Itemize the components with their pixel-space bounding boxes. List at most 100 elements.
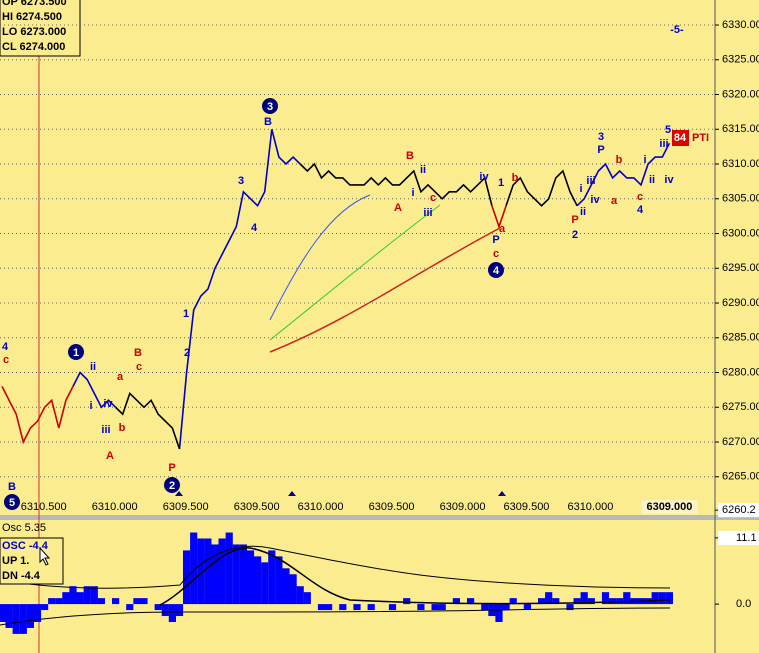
osc-bar — [282, 568, 290, 605]
y-tick-label: 11.1 — [736, 532, 757, 544]
wave-label: i — [579, 183, 582, 195]
y-tick-label: 6270.00 — [722, 436, 759, 448]
osc-bar — [353, 604, 361, 611]
osc-bar — [566, 604, 574, 611]
wave-label: 1 — [498, 177, 504, 189]
osc-bar — [41, 604, 49, 611]
wave-label: iii — [101, 424, 110, 436]
osc-bar — [197, 538, 205, 605]
osc-bar — [573, 598, 581, 605]
readout-frame — [0, 537, 64, 585]
wave-label: b — [119, 422, 126, 434]
osc-bar — [254, 556, 262, 605]
wave-label: 4 — [2, 341, 9, 353]
osc-bar — [452, 598, 460, 605]
wave-label: iii — [659, 138, 668, 150]
wave-label: a — [611, 195, 618, 207]
wave-label: i — [643, 154, 646, 166]
osc-bar — [140, 598, 148, 605]
wave-marker-label: 1 — [73, 347, 79, 359]
osc-bar — [275, 556, 283, 605]
y-tick-label: 6315.00 — [722, 123, 759, 135]
wave-label: iv — [590, 194, 600, 206]
osc-bar — [651, 592, 659, 605]
osc-bar — [133, 598, 141, 605]
wave-label: b — [512, 172, 519, 184]
osc-bar — [0, 604, 6, 622]
wave-label: P — [571, 214, 578, 226]
wave-label: B — [406, 150, 414, 162]
wave-label: i — [411, 187, 414, 199]
signal-line — [159, 547, 671, 606]
readout-line: DN -4.4 — [2, 570, 41, 582]
y-tick-label: 6300.00 — [722, 227, 759, 239]
wave-label: iv — [103, 398, 113, 410]
wave-label: 5 — [665, 124, 671, 136]
osc-bar — [19, 604, 27, 634]
wave-marker-label: 4 — [493, 265, 500, 277]
osc-bar — [5, 604, 13, 628]
wave-label: 2 — [572, 229, 578, 241]
osc-bar — [232, 544, 240, 605]
wave-label: a — [499, 223, 506, 235]
x-tick-label: 6310.000 — [298, 501, 344, 513]
osc-bar — [218, 538, 226, 605]
y-tick-label: 6290.00 — [722, 297, 759, 309]
wave-label: c — [637, 191, 643, 203]
osc-bar — [523, 604, 531, 611]
osc-bar — [502, 604, 510, 611]
band-line — [0, 545, 671, 589]
x-tick-label: 6309.000 — [646, 501, 692, 513]
wave-label: i — [89, 400, 92, 412]
osc-bar — [601, 592, 610, 605]
osc-bar — [587, 598, 595, 605]
badge-box — [672, 130, 689, 146]
osc-bar — [403, 598, 411, 605]
wave-marker-label: 2 — [169, 480, 175, 492]
osc-bar — [62, 592, 70, 605]
badge: 84 — [674, 132, 687, 144]
wave-marker-label: 5 — [9, 497, 15, 509]
wave-label: A — [394, 202, 402, 214]
osc-bar — [126, 604, 134, 611]
readout-line: OSC -4.4 — [2, 540, 49, 552]
price-line — [115, 162, 578, 450]
osc-bar — [317, 604, 326, 611]
osc-bar — [154, 604, 162, 611]
x-tick-label: 6310.000 — [567, 501, 613, 513]
osc-bar — [438, 604, 446, 611]
wave-label: 3 — [238, 175, 244, 187]
osc-bar — [609, 598, 617, 605]
wave-label: c — [430, 192, 436, 204]
osc-bar — [55, 598, 63, 605]
osc-bar — [665, 592, 673, 605]
x-tick-label: 6309.000 — [440, 501, 486, 513]
wave-label: ii — [580, 206, 586, 218]
y-tick-label: 6280.00 — [722, 366, 759, 378]
osc-bar — [69, 586, 77, 605]
wave-marker — [164, 477, 180, 493]
osc-bar — [190, 532, 198, 605]
y-tick-label: 6330.00 — [722, 19, 759, 31]
badge-label: PTI — [692, 132, 709, 144]
osc-bar — [495, 604, 503, 622]
price-line — [72, 129, 671, 450]
wave-label: 1 — [183, 308, 189, 320]
osc-bar — [296, 586, 304, 605]
y-tick-label: 6305.00 — [722, 193, 759, 205]
osc-bar — [388, 604, 397, 611]
value-box — [718, 503, 759, 518]
osc-bar — [417, 604, 425, 611]
wave-label: ii — [90, 361, 96, 373]
wave-label: iv — [664, 174, 674, 186]
wave-label: b — [616, 154, 623, 166]
wave-label: a — [117, 371, 124, 383]
osc-bar — [175, 604, 184, 617]
osc-bar — [12, 604, 20, 634]
osc-bar — [48, 598, 56, 605]
osc-bar — [239, 544, 247, 605]
osc-bar — [97, 598, 105, 605]
